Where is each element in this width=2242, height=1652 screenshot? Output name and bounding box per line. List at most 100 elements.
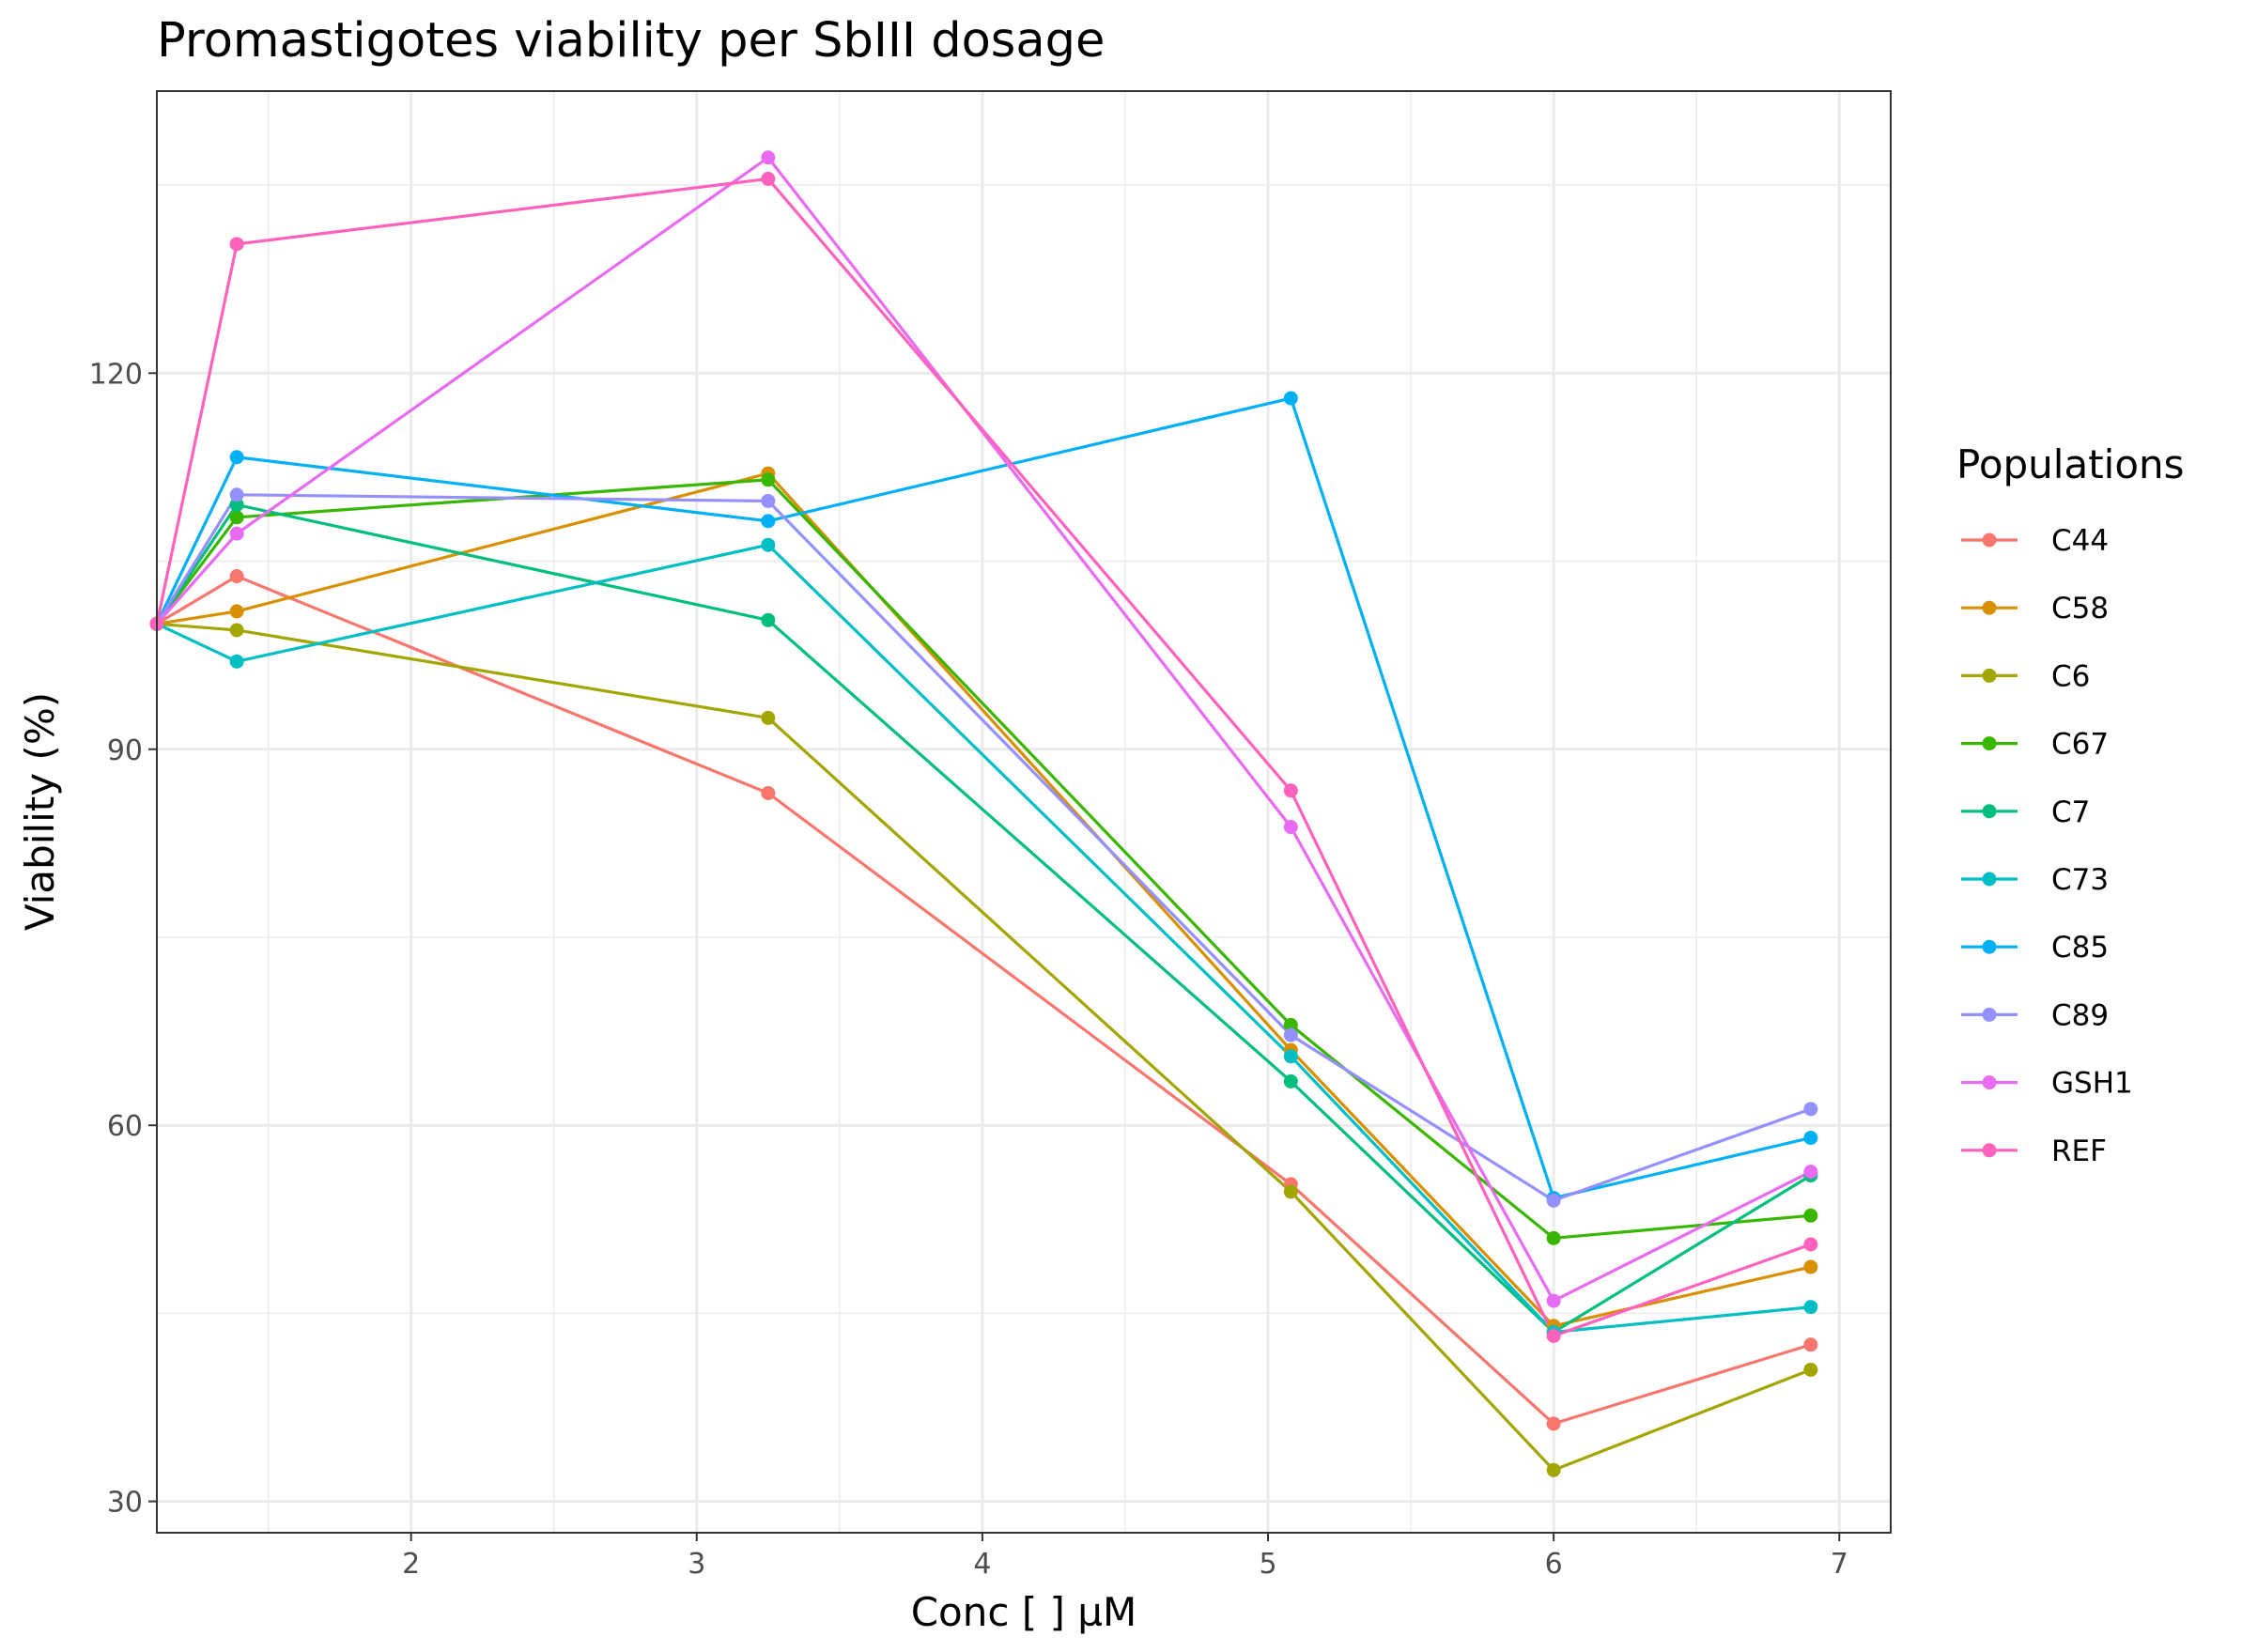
x-tick-label: 3	[688, 1548, 705, 1581]
legend-label: C73	[2051, 863, 2109, 897]
legend-label: C6	[2051, 659, 2090, 693]
legend-key-point	[1982, 1075, 1997, 1090]
series-line-ref	[155, 177, 1812, 1338]
data-point-c6	[1803, 1362, 1818, 1377]
plot-background	[157, 91, 1891, 1533]
major-grid	[157, 91, 1891, 1533]
y-tick-label: 120	[89, 358, 143, 391]
series-line-c44	[156, 574, 1812, 1426]
legend-key-point	[1982, 1143, 1997, 1158]
legend-item-c89: C89	[1961, 998, 2109, 1032]
series-lines	[155, 156, 1812, 1472]
legend-label: C7	[2051, 795, 2090, 829]
data-point-c89	[1283, 1027, 1298, 1042]
data-point-c85	[761, 514, 776, 529]
y-axis: 30 60 90 120	[89, 358, 157, 1520]
data-point-c6	[229, 623, 244, 638]
data-point-gsh1	[1283, 820, 1298, 835]
data-point-c58	[229, 604, 244, 619]
data-point-c73	[229, 654, 244, 669]
legend-key-point	[1982, 736, 1997, 751]
data-point-c67	[1546, 1230, 1561, 1245]
legend-key-point	[1982, 939, 1997, 954]
data-point-c6	[1283, 1184, 1298, 1199]
data-point-c89	[1803, 1102, 1818, 1117]
x-tick-label: 2	[402, 1548, 420, 1581]
legend-item-c44: C44	[1961, 524, 2109, 558]
data-point-c7	[1283, 1073, 1298, 1088]
data-point-ref	[1803, 1237, 1818, 1252]
y-tick-label: 60	[107, 1110, 143, 1143]
data-point-ref	[1283, 783, 1298, 798]
data-point-c73	[761, 537, 776, 552]
chart-title: Promastigotes viability per SbIII dosage	[157, 13, 1105, 69]
legend-key-point	[1982, 872, 1997, 887]
series-line-c89	[155, 493, 1812, 1202]
legend-key-point	[1982, 600, 1997, 615]
data-point-c7	[229, 497, 244, 512]
legend-label: C67	[2051, 728, 2109, 762]
legend-items: C44 C58 C6 C67 C7 C73 C85 C89 GSH1 REF	[1961, 524, 2133, 1168]
series-line-gsh1	[155, 156, 1812, 1303]
legend-label: C58	[2051, 592, 2109, 625]
x-tick-label: 4	[973, 1548, 991, 1581]
data-point-gsh1	[761, 150, 776, 165]
data-point-c85	[229, 450, 244, 465]
x-tick-label: 6	[1545, 1548, 1563, 1581]
legend-key-point	[1982, 1007, 1997, 1022]
x-axis-title: Conc [ ] µM	[911, 1589, 1137, 1635]
plot-panel	[149, 90, 1892, 1534]
data-point-c73	[1803, 1300, 1818, 1315]
data-point-c85	[1283, 391, 1298, 406]
data-point-c44	[1546, 1416, 1561, 1431]
data-point-c67	[1283, 1017, 1298, 1032]
y-tick-label: 90	[107, 734, 143, 767]
legend-item-c73: C73	[1961, 863, 2109, 897]
data-point-c89	[1546, 1193, 1561, 1208]
legend-label: REF	[2051, 1135, 2107, 1168]
x-tick-label: 7	[1831, 1548, 1848, 1581]
data-point-gsh1	[229, 526, 244, 541]
data-point-ref	[229, 237, 244, 252]
data-point-c85	[1803, 1131, 1818, 1146]
data-point-c89	[229, 487, 244, 502]
x-tick-label: 5	[1259, 1548, 1276, 1581]
data-point-c44	[229, 569, 244, 584]
legend-title: Populations	[1956, 441, 2185, 487]
y-tick-label: 30	[107, 1487, 143, 1520]
legend-label: C44	[2051, 524, 2109, 558]
legend-label: GSH1	[2051, 1067, 2133, 1101]
data-point-gsh1	[1546, 1293, 1561, 1308]
legend-item-c67: C67	[1961, 728, 2109, 762]
data-point-c58	[1803, 1259, 1818, 1274]
legend-label: C85	[2051, 931, 2109, 965]
series-line-c73	[156, 543, 1812, 1335]
legend-item-c58: C58	[1961, 592, 2109, 625]
data-point-c67	[1803, 1208, 1818, 1223]
data-point-c67	[229, 510, 244, 525]
series-line-c67	[155, 478, 1811, 1240]
data-point-c44	[761, 785, 776, 800]
data-point-c6	[761, 710, 776, 725]
y-axis-title: Viability (%)	[17, 692, 63, 931]
legend-key-point	[1982, 668, 1997, 683]
series-line-c58	[156, 471, 1812, 1328]
data-point-c73	[1283, 1049, 1298, 1064]
data-point-c6	[1546, 1462, 1561, 1477]
series-line-c7	[155, 502, 1812, 1335]
data-point-c7	[761, 612, 776, 627]
series-line-c85	[155, 396, 1812, 1200]
data-point-c67	[761, 472, 776, 487]
legend: Populations C44 C58 C6 C67 C7 C73 C85 C89 GSH1 RE…	[1956, 441, 2185, 1168]
legend-item-c6: C6	[1961, 659, 2090, 693]
legend-key-point	[1982, 533, 1997, 548]
series-line-c6	[156, 622, 1812, 1472]
plot-border	[156, 90, 1892, 1534]
x-axis: 2 3 4 5 6 7	[402, 1533, 1848, 1581]
legend-item-gsh1: GSH1	[1961, 1067, 2133, 1101]
legend-item-ref: REF	[1961, 1135, 2107, 1168]
data-point-gsh1	[1803, 1165, 1818, 1180]
legend-item-c7: C7	[1961, 795, 2090, 829]
data-point-ref	[1546, 1328, 1561, 1343]
